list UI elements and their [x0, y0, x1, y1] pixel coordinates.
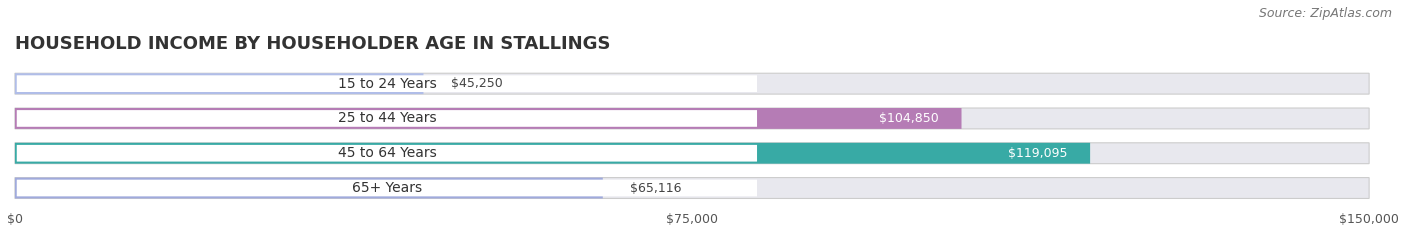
Text: $65,116: $65,116 — [630, 182, 682, 195]
FancyBboxPatch shape — [17, 180, 756, 196]
Text: $45,250: $45,250 — [450, 77, 502, 90]
FancyBboxPatch shape — [15, 73, 1369, 94]
FancyBboxPatch shape — [15, 108, 962, 129]
Text: 15 to 24 Years: 15 to 24 Years — [337, 77, 436, 91]
FancyBboxPatch shape — [15, 178, 603, 199]
FancyBboxPatch shape — [15, 73, 423, 94]
Text: 65+ Years: 65+ Years — [352, 181, 422, 195]
FancyBboxPatch shape — [17, 145, 756, 161]
FancyBboxPatch shape — [15, 178, 1369, 199]
Text: 45 to 64 Years: 45 to 64 Years — [337, 146, 436, 160]
FancyBboxPatch shape — [15, 143, 1090, 164]
FancyBboxPatch shape — [15, 143, 1369, 164]
FancyBboxPatch shape — [17, 110, 756, 127]
Text: HOUSEHOLD INCOME BY HOUSEHOLDER AGE IN STALLINGS: HOUSEHOLD INCOME BY HOUSEHOLDER AGE IN S… — [15, 35, 610, 53]
Text: Source: ZipAtlas.com: Source: ZipAtlas.com — [1258, 7, 1392, 20]
FancyBboxPatch shape — [17, 75, 756, 92]
Text: $119,095: $119,095 — [1008, 147, 1067, 160]
FancyBboxPatch shape — [15, 108, 1369, 129]
Text: 25 to 44 Years: 25 to 44 Years — [337, 111, 436, 125]
Text: $104,850: $104,850 — [879, 112, 939, 125]
